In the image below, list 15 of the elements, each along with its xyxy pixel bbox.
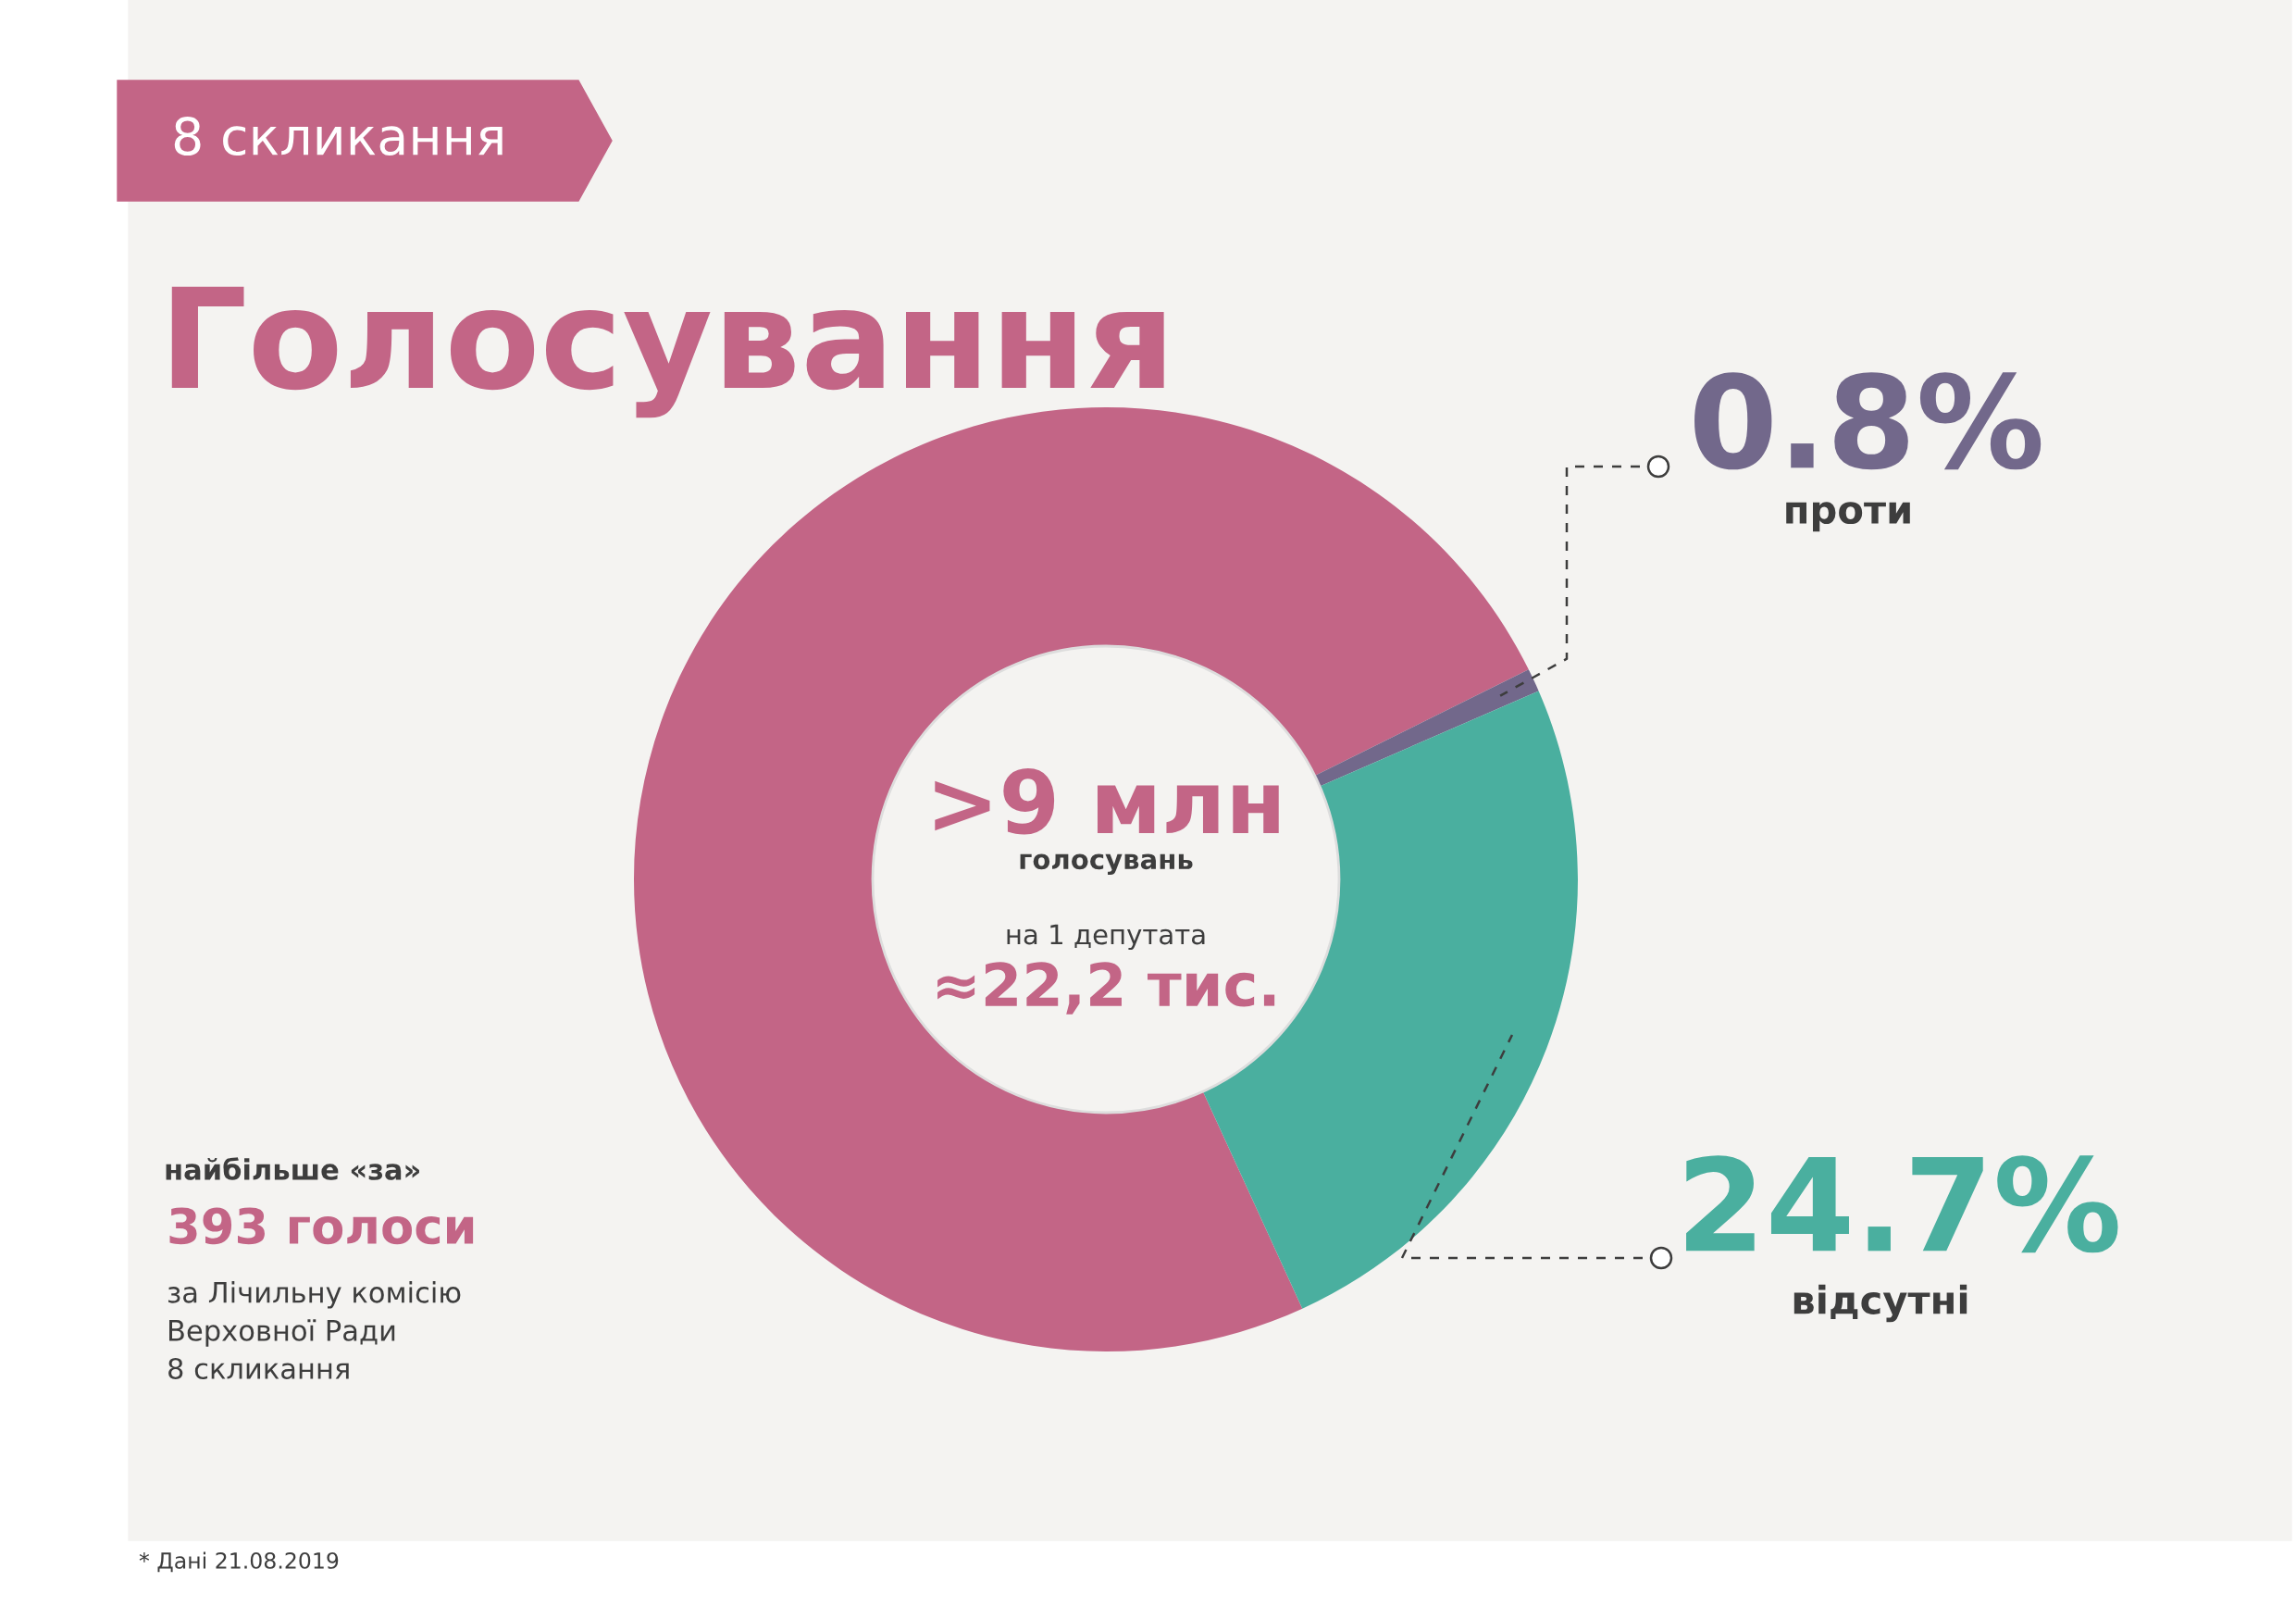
donut-slice bbox=[1314, 669, 1539, 787]
slice-label: відсутні bbox=[1793, 1284, 1967, 1323]
text: >9 млн bbox=[935, 768, 1279, 835]
text: 393 голоси bbox=[169, 1207, 474, 1245]
text: ≈22,2 тис. bbox=[937, 962, 1275, 1015]
text: * Дані 21.08.2019 bbox=[139, 1551, 339, 1573]
slice-label: проти bbox=[1786, 502, 1910, 532]
text: найбільше «за» bbox=[166, 1157, 419, 1180]
data-label: 24.7% bbox=[1686, 1155, 2118, 1253]
text: голосувань bbox=[1020, 853, 1193, 876]
chart-title: Голосування bbox=[171, 286, 1164, 418]
chart-subtitle: 8 скликання bbox=[174, 117, 503, 156]
text: на 1 депутата bbox=[1007, 924, 1205, 951]
data-label: 0.8% bbox=[1694, 372, 2042, 470]
text: за Лічильну комісію Верховної Ради 8 скликання bbox=[168, 1281, 461, 1380]
